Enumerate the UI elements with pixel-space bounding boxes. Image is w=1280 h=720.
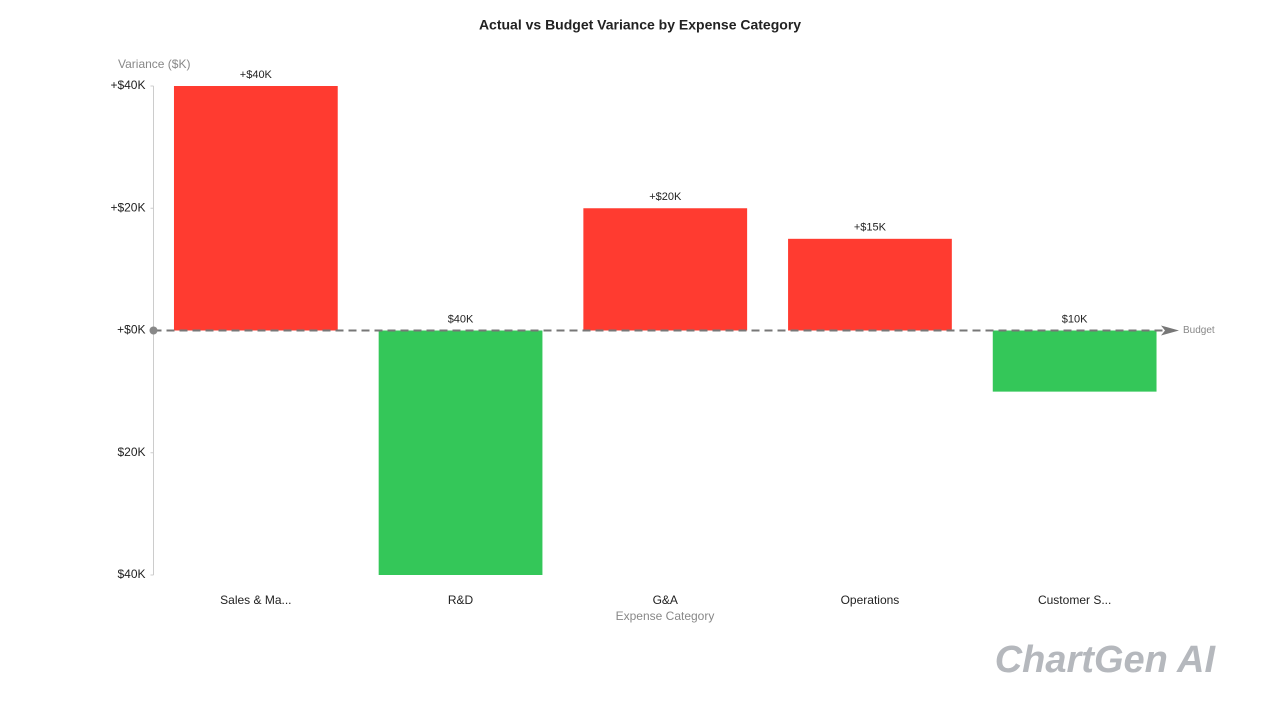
watermark: ChartGen AI — [995, 639, 1217, 681]
y-axis-label: Variance ($K) — [118, 57, 190, 71]
x-tick-label: Customer S... — [1038, 593, 1111, 607]
bar — [378, 330, 543, 575]
x-axis-label: Expense Category — [616, 609, 715, 623]
baseline-dot — [149, 326, 158, 335]
bar — [992, 330, 1157, 392]
x-tick-label: G&A — [653, 593, 678, 607]
chart-title: Actual vs Budget Variance by Expense Cat… — [479, 17, 801, 33]
y-tick-label: +$40K — [110, 78, 145, 92]
bar — [173, 86, 338, 331]
y-tick-label: +$0K — [117, 323, 145, 337]
x-tick-label: R&D — [448, 593, 474, 607]
value-label: $40K — [448, 313, 474, 325]
value-label: +$40K — [240, 69, 273, 81]
x-tick-label: Sales & Ma... — [220, 593, 291, 607]
value-label: +$20K — [649, 191, 682, 203]
value-label: +$15K — [854, 222, 887, 234]
x-tick-label: Operations — [841, 593, 900, 607]
baseline-label: Budget — [1183, 325, 1215, 336]
y-tick-label: $40K — [117, 567, 145, 581]
y-tick-label: +$20K — [110, 200, 145, 214]
bar — [583, 208, 748, 331]
y-tick-label: $20K — [117, 445, 145, 459]
value-label: $10K — [1062, 313, 1088, 325]
bar — [788, 238, 952, 331]
baseline-arrow — [1161, 325, 1179, 336]
